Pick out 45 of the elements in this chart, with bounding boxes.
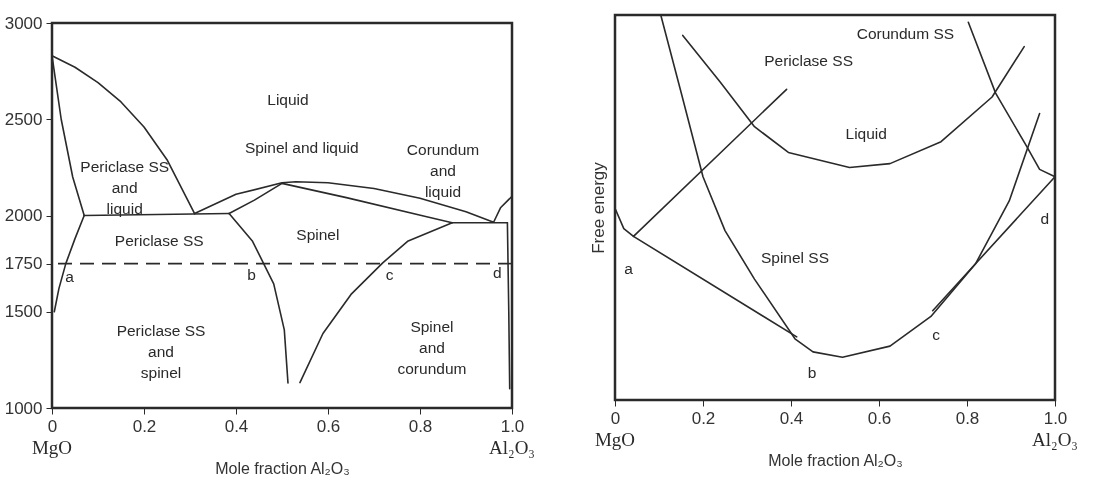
annotation: a (65, 268, 75, 286)
x-axis-title: Mole fraction Al₂O₃ (215, 459, 350, 477)
annotation: Periclase SS and spinel (116, 322, 206, 381)
text: Al₂O₃ (489, 437, 535, 458)
text: Al₂O₃ (1032, 429, 1078, 450)
annotation: Corundum and liquid (406, 141, 480, 201)
x-tick-label: 0.8 (955, 408, 980, 428)
annotation: Periclase SS and liquid (80, 158, 170, 218)
x-tick-label: 1.0 (1043, 408, 1068, 428)
annotation: a (624, 260, 634, 278)
y-axis-title: Free energy (588, 161, 608, 254)
x-tick-label: 1.0 (500, 416, 525, 436)
annotation: Corundum SS (856, 25, 955, 43)
x-tick-label: 0 (47, 416, 58, 436)
annotation: Spinel SS (760, 248, 829, 266)
x-tick-label: 0.2 (691, 408, 716, 428)
annotation: c (932, 325, 941, 343)
x-tick-label: 0.4 (779, 408, 804, 428)
text: MgO (31, 437, 73, 458)
annotation: d (492, 264, 502, 282)
x-axis-title: Mole fraction Al₂O₃ (768, 451, 903, 469)
text: MgO (594, 429, 636, 450)
x-tick-label: 0.6 (867, 408, 892, 428)
annotation: b (247, 266, 256, 284)
x-tick-label: 0.2 (132, 416, 157, 436)
annotation: Liquid (845, 125, 887, 143)
y-tick-label: 1500 (4, 302, 43, 322)
y-tick-label: 1750 (4, 254, 43, 274)
y-tick-label: 2500 (4, 109, 43, 129)
annotation: b (807, 364, 817, 382)
annotation: Periclase SS (114, 231, 204, 249)
annotation: c (385, 266, 394, 284)
x-tick-label: 0.6 (316, 416, 341, 436)
x-tick-label: 0.4 (224, 416, 249, 436)
x-tick-label: 0.8 (408, 416, 433, 436)
x-tick-label: 0 (610, 408, 621, 428)
annotation: d (1040, 210, 1050, 228)
annotation: Spinel and corundum (397, 318, 467, 378)
y-tick-label: 3000 (4, 13, 43, 33)
annotation: Periclase SS (764, 52, 853, 70)
annotation: Spinel and liquid (244, 139, 359, 157)
y-tick-label: 1000 (4, 398, 43, 418)
y-tick-label: 2000 (4, 206, 43, 225)
annotation: Spinel (296, 225, 340, 243)
annotation: Liquid (267, 91, 309, 108)
